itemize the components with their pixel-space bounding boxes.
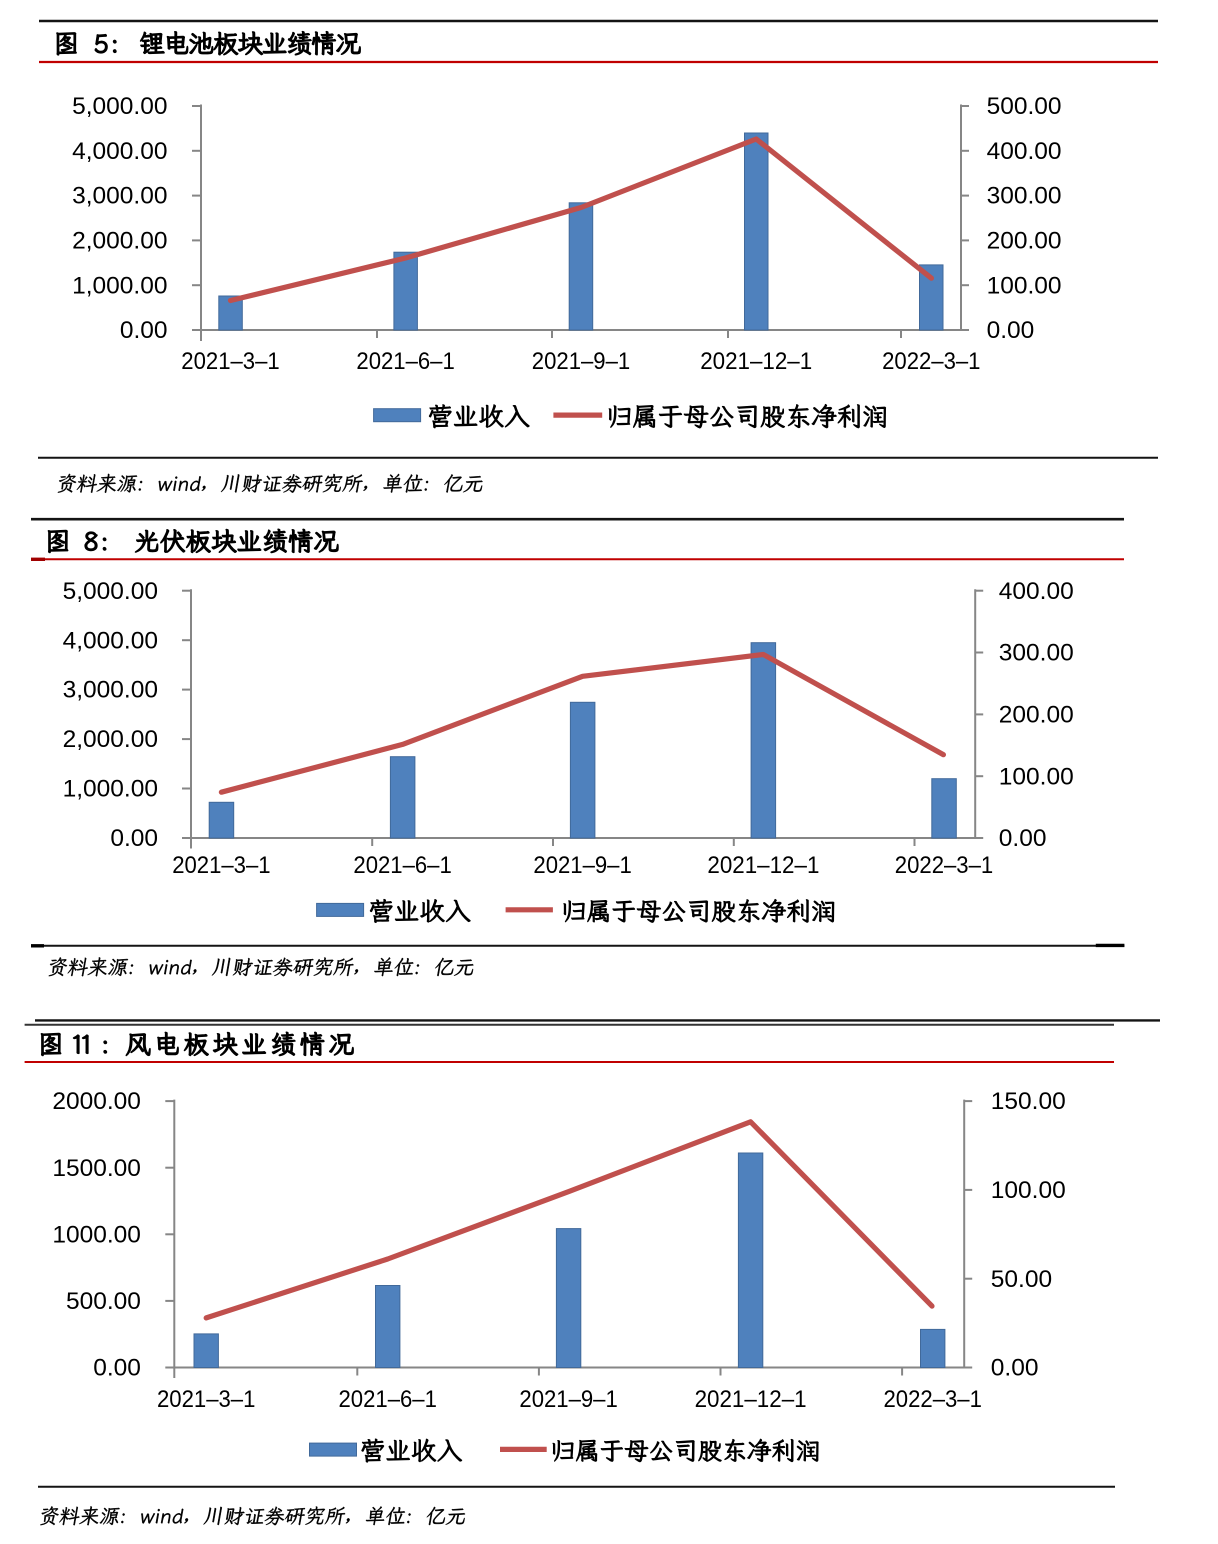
svg-text:2,000.00: 2,000.00 — [63, 726, 158, 753]
svg-text:100.00: 100.00 — [999, 763, 1074, 790]
svg-text:2021–9–1: 2021–9–1 — [533, 852, 631, 879]
svg-text:4,000.00: 4,000.00 — [72, 138, 167, 165]
svg-text:2021–12–1: 2021–12–1 — [707, 852, 819, 879]
svg-text:400.00: 400.00 — [987, 138, 1062, 165]
svg-text:1,000.00: 1,000.00 — [72, 272, 167, 299]
svg-text:2,000.00: 2,000.00 — [72, 228, 167, 255]
svg-text:2021–6–1: 2021–6–1 — [339, 1386, 437, 1413]
svg-text:2000.00: 2000.00 — [52, 1088, 141, 1115]
svg-text:0.00: 0.00 — [991, 1355, 1039, 1382]
svg-text:2021–3–1: 2021–3–1 — [157, 1386, 255, 1413]
svg-text:500.00: 500.00 — [66, 1288, 141, 1315]
svg-text:0.00: 0.00 — [110, 825, 158, 852]
svg-text:1,000.00: 1,000.00 — [63, 776, 158, 803]
svg-text:2021–3–1: 2021–3–1 — [172, 852, 270, 879]
svg-text:1000.00: 1000.00 — [52, 1221, 141, 1248]
svg-text:2022–3–1: 2022–3–1 — [882, 348, 980, 375]
svg-text:500.00: 500.00 — [987, 93, 1062, 120]
svg-text:3,000.00: 3,000.00 — [72, 183, 167, 210]
svg-text:300.00: 300.00 — [999, 640, 1074, 667]
svg-text:400.00: 400.00 — [999, 578, 1074, 605]
svg-text:2021–3–1: 2021–3–1 — [181, 348, 279, 375]
svg-text:5,000.00: 5,000.00 — [63, 578, 158, 605]
svg-text:0.00: 0.00 — [987, 317, 1035, 344]
svg-text:2021–12–1: 2021–12–1 — [695, 1386, 807, 1413]
svg-text:2021–6–1: 2021–6–1 — [353, 852, 451, 879]
svg-text:2021–9–1: 2021–9–1 — [519, 1386, 617, 1413]
svg-text:300.00: 300.00 — [987, 183, 1062, 210]
svg-text:50.00: 50.00 — [991, 1266, 1052, 1293]
svg-text:2021–9–1: 2021–9–1 — [532, 348, 630, 375]
svg-text:5,000.00: 5,000.00 — [72, 93, 167, 120]
svg-text:0.00: 0.00 — [120, 317, 168, 344]
svg-text:2021–12–1: 2021–12–1 — [700, 348, 812, 375]
svg-text:2021–6–1: 2021–6–1 — [356, 348, 454, 375]
svg-text:1500.00: 1500.00 — [52, 1155, 141, 1182]
svg-text:4,000.00: 4,000.00 — [63, 627, 158, 654]
svg-text:2022–3–1: 2022–3–1 — [884, 1386, 982, 1413]
svg-text:0.00: 0.00 — [93, 1355, 141, 1382]
svg-text:200.00: 200.00 — [987, 228, 1062, 255]
svg-text:150.00: 150.00 — [991, 1088, 1066, 1115]
svg-text:0.00: 0.00 — [999, 825, 1047, 852]
svg-text:2022–3–1: 2022–3–1 — [895, 852, 993, 879]
svg-text:100.00: 100.00 — [987, 272, 1062, 299]
svg-text:200.00: 200.00 — [999, 702, 1074, 729]
svg-text:3,000.00: 3,000.00 — [63, 677, 158, 704]
svg-text:100.00: 100.00 — [991, 1177, 1066, 1204]
